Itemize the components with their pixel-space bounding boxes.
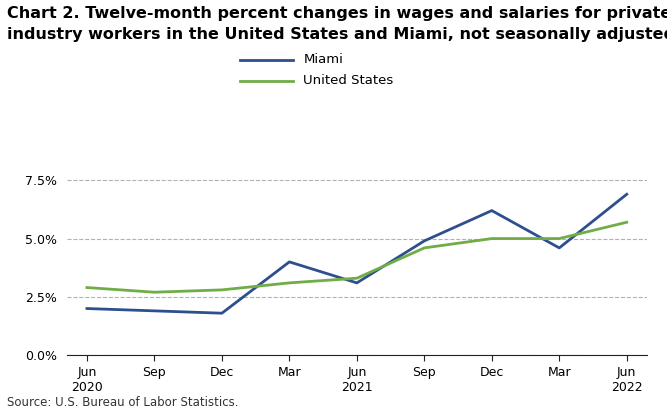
United States [285, 280, 293, 285]
Text: Miami: Miami [303, 53, 344, 66]
United States [623, 220, 631, 225]
United States [420, 245, 428, 250]
Miami [218, 311, 226, 316]
United States [488, 236, 496, 241]
Miami [151, 309, 159, 313]
United States [151, 290, 159, 295]
Text: Chart 2. Twelve-month percent changes in wages and salaries for private: Chart 2. Twelve-month percent changes in… [7, 6, 667, 21]
Text: Source: U.S. Bureau of Labor Statistics.: Source: U.S. Bureau of Labor Statistics. [7, 396, 238, 409]
Miami [420, 238, 428, 243]
United States [353, 276, 361, 281]
United States [83, 285, 91, 290]
Miami [623, 192, 631, 197]
Text: United States: United States [303, 74, 394, 87]
United States [555, 236, 563, 241]
Miami [555, 245, 563, 250]
Line: Miami: Miami [87, 194, 627, 313]
Miami [353, 280, 361, 285]
Line: United States: United States [87, 222, 627, 292]
Miami [285, 259, 293, 264]
Miami [488, 208, 496, 213]
Miami [83, 306, 91, 311]
Text: industry workers in the United States and Miami, not seasonally adjusted: industry workers in the United States an… [7, 27, 667, 42]
United States [218, 287, 226, 292]
